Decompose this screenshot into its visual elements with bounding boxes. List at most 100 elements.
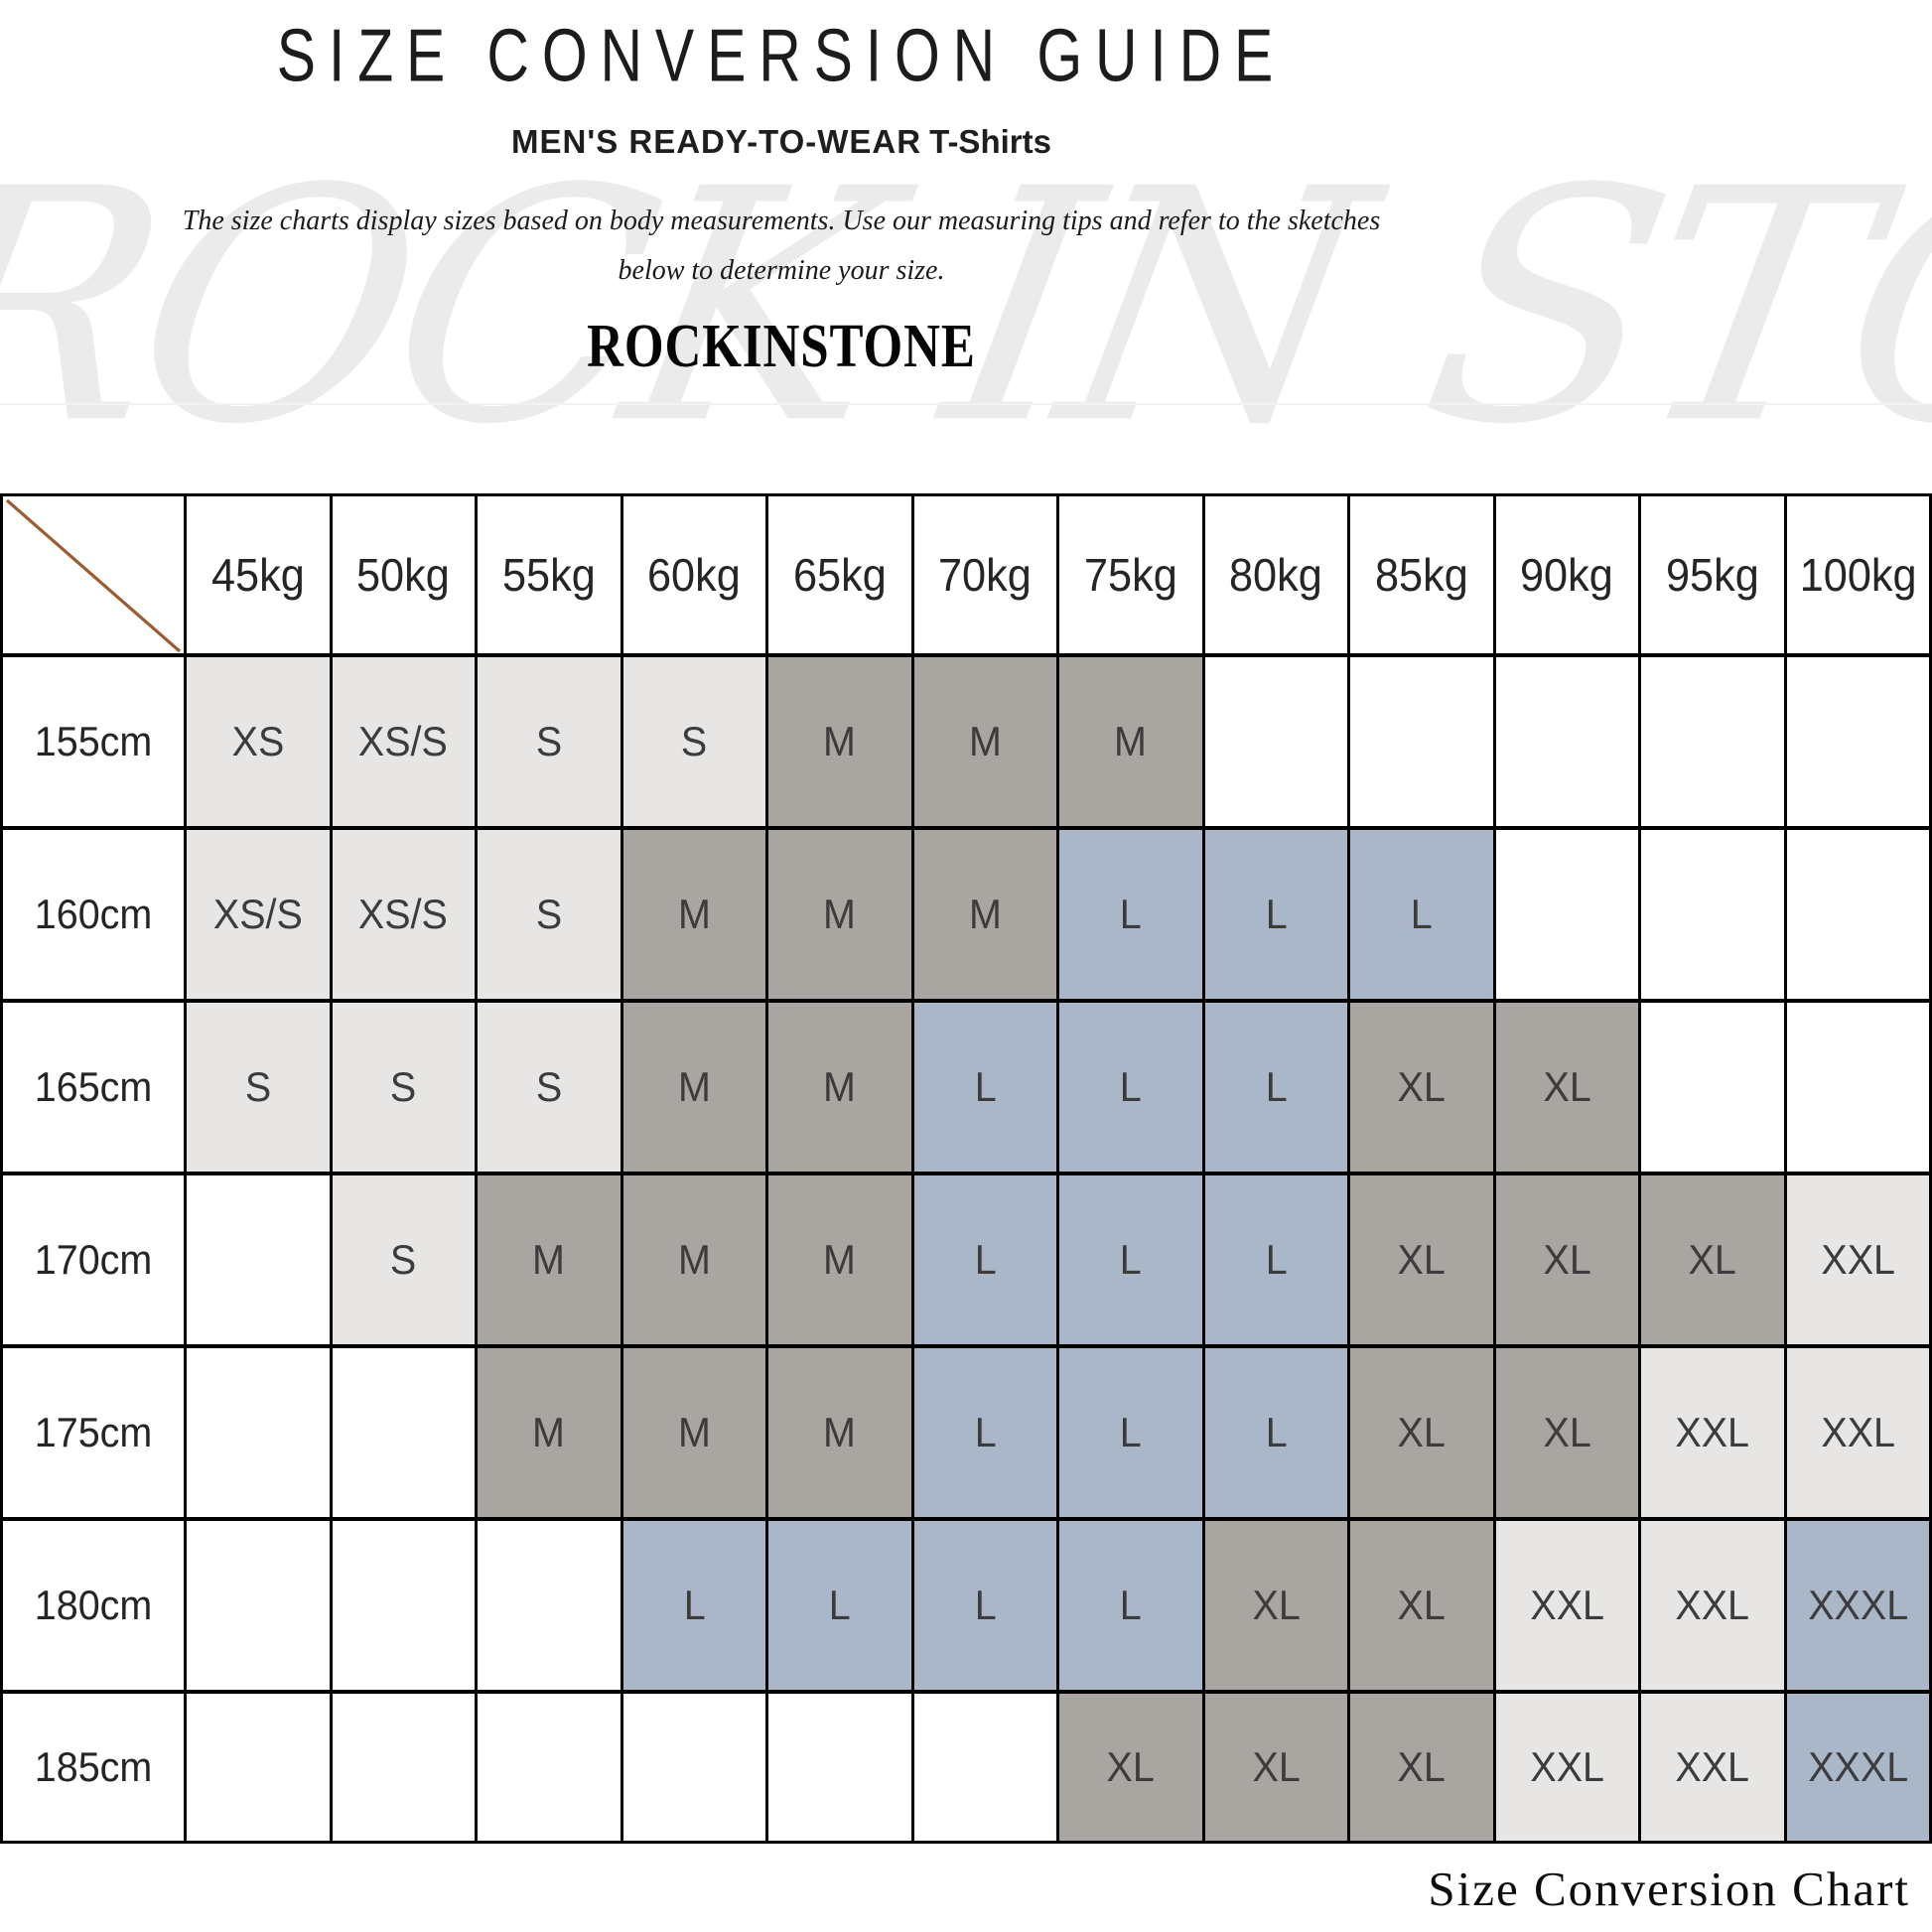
weight-header-cell-label: 70kg [938, 549, 1033, 601]
size-cell: L [1059, 1175, 1202, 1344]
size-cell-label: XL [1397, 1582, 1446, 1628]
size-table: 45kg 50kg 55kg 60kg 65kg 70kg 75kg 80kg 85kg 90kg… [0, 493, 1932, 1844]
size-cell [1641, 657, 1784, 826]
weight-header-cell-label: 65kg [792, 549, 887, 601]
height-label-cell: 175cm [3, 1348, 184, 1517]
size-cell-label: L [828, 1582, 851, 1628]
weight-header-cell-label: 55kg [501, 549, 596, 601]
size-cell: M [1059, 657, 1202, 826]
size-cell-label: XXXL [1807, 1743, 1908, 1790]
size-cell: L [768, 1521, 911, 1690]
size-cell: XXL [1786, 1348, 1929, 1517]
size-cell-label: M [677, 1236, 711, 1283]
size-cell: XL [1204, 1521, 1347, 1690]
brand-name: ROCKINSTONE [587, 311, 976, 381]
size-cell: L [913, 1003, 1056, 1172]
size-cell: XL [1350, 1694, 1493, 1841]
size-cell: XL [1204, 1694, 1347, 1841]
weight-header-cell: 80kg [1204, 496, 1347, 653]
size-cell [187, 1521, 330, 1690]
size-cell [332, 1694, 475, 1841]
size-cell [1641, 830, 1784, 999]
size-cell: M [478, 1175, 621, 1344]
size-cell-label: M [677, 1063, 711, 1110]
weight-header-cell: 60kg [622, 496, 765, 653]
weight-header-cell: 85kg [1350, 496, 1493, 653]
size-cell-label: L [683, 1582, 706, 1628]
height-label-cell: 170cm [3, 1175, 184, 1344]
size-cell-label: S [681, 718, 708, 764]
height-label-cell: 165cm [3, 1003, 184, 1172]
size-cell: XXXL [1786, 1694, 1929, 1841]
size-cell: L [622, 1521, 765, 1690]
size-cell: L [913, 1348, 1056, 1517]
size-cell: M [913, 657, 1056, 826]
size-cell: XL [1495, 1348, 1638, 1517]
size-cell [478, 1521, 621, 1690]
size-cell-label: M [823, 1063, 857, 1110]
size-cell: S [478, 1003, 621, 1172]
size-cell-label: XL [1397, 1063, 1446, 1110]
height-label-cell: 155cm [3, 657, 184, 826]
size-cell-label: S [244, 1063, 271, 1110]
size-cell: XL [1350, 1348, 1493, 1517]
size-cell-label: S [390, 1236, 417, 1283]
weight-header-cell-label: 100kg [1799, 549, 1917, 601]
size-cell: L [1059, 1348, 1202, 1517]
size-cell: L [1350, 830, 1493, 999]
size-cell-label: S [535, 718, 562, 764]
size-cell [1350, 657, 1493, 826]
size-cell: M [768, 657, 911, 826]
subtitle-product: T-Shirts [929, 123, 1051, 160]
size-cell [332, 1521, 475, 1690]
chart-caption: Size Conversion Chart [1428, 1862, 1910, 1916]
weight-header-cell-label: 85kg [1374, 549, 1468, 601]
size-cell: L [1204, 830, 1347, 999]
size-cell-label: L [1265, 1063, 1288, 1110]
size-cell-label: XXL [1529, 1743, 1604, 1790]
size-cell-label: L [1265, 1236, 1288, 1283]
size-cell: S [332, 1003, 475, 1172]
height-label-cell-label: 175cm [34, 1409, 153, 1455]
size-cell: S [478, 657, 621, 826]
size-cell-label: XXL [1820, 1409, 1895, 1455]
size-cell-label: L [1119, 1582, 1142, 1628]
size-cell: L [1059, 1521, 1202, 1690]
height-label-cell-label: 185cm [34, 1743, 153, 1790]
size-cell-label: XXL [1675, 1582, 1750, 1628]
size-cell: M [478, 1348, 621, 1517]
weight-header-cell-label: 95kg [1665, 549, 1759, 601]
size-cell: XL [1495, 1003, 1638, 1172]
size-cell: M [622, 1348, 765, 1517]
size-cell: XXL [1786, 1175, 1929, 1344]
size-cell [332, 1348, 475, 1517]
size-cell-label: XL [1397, 1409, 1446, 1455]
size-cell: L [1204, 1003, 1347, 1172]
size-cell [478, 1694, 621, 1841]
weight-header-cell: 90kg [1495, 496, 1638, 653]
size-cell: M [768, 1348, 911, 1517]
size-cell-label: XS [231, 718, 285, 764]
size-cell-label: L [1410, 891, 1433, 937]
size-cell: XL [1495, 1175, 1638, 1344]
size-cell-label: L [1265, 1409, 1288, 1455]
size-cell: XXL [1641, 1694, 1784, 1841]
height-label-cell-label: 165cm [34, 1063, 153, 1110]
size-cell-label: L [1119, 1409, 1142, 1455]
size-cell: XL [1350, 1003, 1493, 1172]
size-cell [187, 1694, 330, 1841]
faint-divider [0, 403, 1932, 405]
size-cell-label: L [1119, 1236, 1142, 1283]
weight-header-cell-label: 45kg [210, 549, 305, 601]
size-cell-label: XXL [1529, 1582, 1604, 1628]
height-label-cell-label: 155cm [34, 718, 153, 764]
size-cell-label: XL [1543, 1236, 1591, 1283]
size-cell-label: L [1265, 891, 1288, 937]
size-cell-label: L [974, 1409, 997, 1455]
size-cell [913, 1694, 1056, 1841]
size-cell: M [768, 830, 911, 999]
diagonal-line-icon [5, 498, 182, 653]
weight-header-cell: 50kg [332, 496, 475, 653]
size-cell: S [478, 830, 621, 999]
size-cell-label: XXL [1675, 1409, 1750, 1455]
